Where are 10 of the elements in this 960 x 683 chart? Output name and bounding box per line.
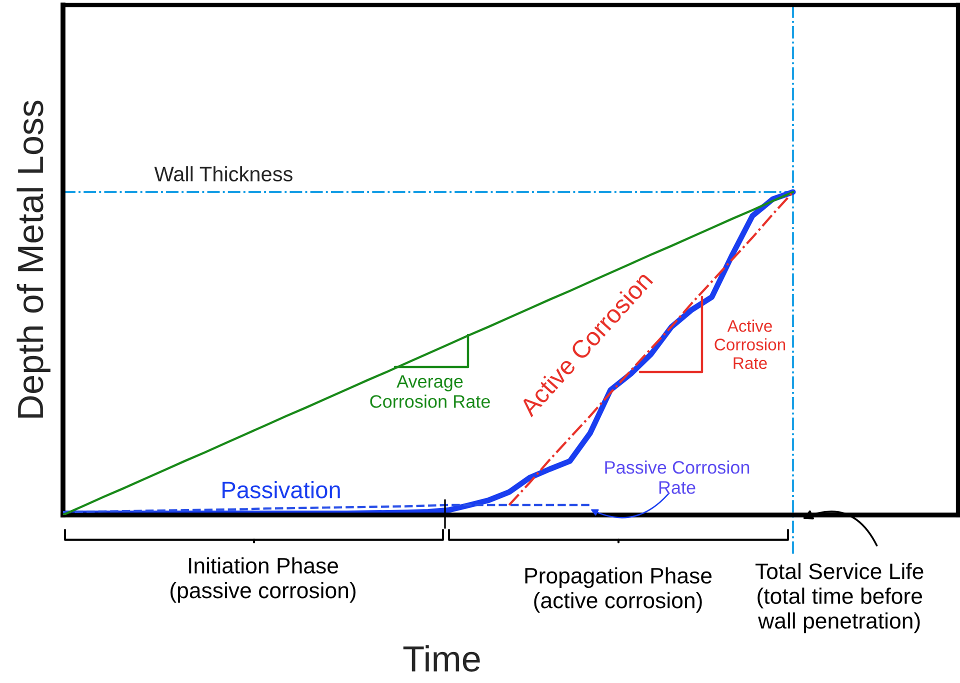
x-axis-title: Time: [403, 645, 480, 672]
text: Total Service Life (total time before wall penetration): [756, 562, 924, 634]
ref-line-label: Wall Thickness: [154, 166, 292, 182]
annotation: Passivation: [222, 480, 340, 498]
text: Propagation Phase (active corrosion): [525, 567, 712, 613]
annotation: Passive Corrosion Rate: [605, 460, 750, 494]
y-axis-title: Depth of Metal Loss: [16, 100, 50, 418]
annotation: Active Corrosion Rate: [714, 320, 786, 370]
annotation: Average Corrosion Rate: [370, 375, 490, 408]
text: Initiation Phase (passive corrosion): [170, 557, 356, 603]
